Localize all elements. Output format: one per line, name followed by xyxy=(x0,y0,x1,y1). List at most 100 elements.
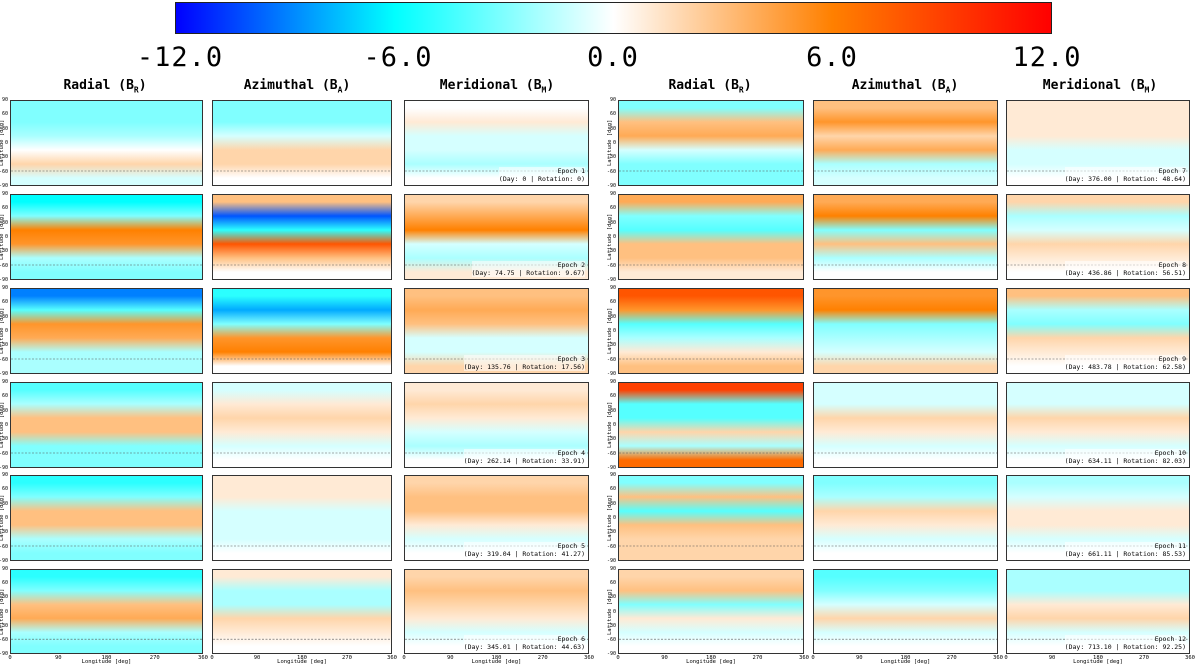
x-tick-label: 270 xyxy=(946,655,957,661)
y-tick-label: -30 xyxy=(606,248,616,255)
heatmap-panel xyxy=(10,569,203,654)
heatmap-svg xyxy=(619,570,803,653)
x-tick-label: 360 xyxy=(799,655,809,661)
column-title-radial: Radial (BR) xyxy=(63,78,147,95)
epoch-name: Epoch 9 xyxy=(1158,355,1186,363)
heatmap-field xyxy=(11,383,202,467)
colorbar-tick-label: -12.0 xyxy=(136,42,224,73)
heatmap-panel: Epoch 1 (Day: 0 | Rotation: 0) xyxy=(404,100,589,186)
y-tick-label: -30 xyxy=(606,622,616,629)
y-tick-label: 90 xyxy=(609,566,616,572)
heatmap-svg xyxy=(814,570,997,653)
epoch-info: (Day: 262.14 | Rotation: 33.91) xyxy=(463,457,585,465)
y-tick-label: 60 xyxy=(1,580,8,587)
x-axis-label: Longitude [deg] xyxy=(686,659,736,665)
y-tick-label: 60 xyxy=(609,299,616,306)
y-tick-label: -60 xyxy=(0,450,8,457)
epoch-info: (Day: 661.11 | Rotation: 85.53) xyxy=(1064,550,1186,558)
heatmap-svg xyxy=(11,383,202,467)
heatmap-field xyxy=(11,570,202,653)
y-axis-label: Latitude [deg] xyxy=(0,213,5,260)
y-tick-label: -60 xyxy=(0,356,8,363)
heatmap-field xyxy=(619,476,803,560)
epoch-label: Epoch 11 (Day: 661.11 | Rotation: 85.53) xyxy=(1064,542,1186,558)
y-tick-label: 0 xyxy=(612,422,616,428)
x-tick-label: 270 xyxy=(1139,655,1149,661)
y-axis-label: Latitude [deg] xyxy=(607,119,613,166)
y-tick-label: -30 xyxy=(0,154,8,161)
y-tick-label: 90 xyxy=(609,285,616,291)
heatmap-field xyxy=(213,383,391,467)
epoch-label: Epoch 3 (Day: 135.76 | Rotation: 17.56) xyxy=(463,355,585,371)
x-tick-label: 180 xyxy=(101,655,112,661)
y-tick-label: -60 xyxy=(0,168,8,175)
epoch-name: Epoch 7 xyxy=(1158,167,1186,175)
heatmap-field xyxy=(213,195,391,279)
y-axis-label: Latitude [deg] xyxy=(0,494,5,541)
y-tick-label: -60 xyxy=(606,636,616,643)
heatmap-field xyxy=(814,101,997,185)
y-tick-label: 0 xyxy=(612,608,616,615)
heatmap-panel: Epoch 4 (Day: 262.14 | Rotation: 33.91) xyxy=(404,382,589,468)
epoch-label: Epoch 5 (Day: 319.04 | Rotation: 41.27) xyxy=(463,542,585,558)
heatmap-svg xyxy=(814,476,997,560)
heatmap-field xyxy=(11,195,202,279)
y-tick-label: 30 xyxy=(1,407,8,414)
heatmap-svg xyxy=(619,383,803,467)
heatmap-svg xyxy=(213,476,391,560)
column-title-meridional: Meridional (BM) xyxy=(1042,78,1158,95)
epoch-name: Epoch 6 xyxy=(557,635,585,643)
heatmap-svg xyxy=(814,289,997,373)
heatmap-svg xyxy=(814,195,997,279)
heatmap-field xyxy=(814,195,997,279)
y-axis-label: Latitude [deg] xyxy=(0,588,5,635)
heatmap-panel: Epoch 10 (Day: 634.11 | Rotation: 82.03) xyxy=(1006,382,1190,468)
column-title-meridional: Meridional (BM) xyxy=(439,78,555,95)
y-tick-label: 30 xyxy=(1,125,8,132)
y-tick-label: 30 xyxy=(609,500,616,507)
x-axis-label: Longitude [deg] xyxy=(471,659,522,665)
y-tick-label: -30 xyxy=(0,622,8,629)
epoch-label: Epoch 4 (Day: 262.14 | Rotation: 33.91) xyxy=(463,449,585,465)
y-tick-label: 90 xyxy=(609,379,616,385)
heatmap-field xyxy=(619,101,803,185)
heatmap-panel xyxy=(618,569,804,654)
heatmap-svg xyxy=(11,101,202,185)
heatmap-panel: Epoch 8 (Day: 436.86 | Rotation: 56.51) xyxy=(1006,194,1190,280)
epoch-name: Epoch 3 xyxy=(557,355,585,363)
heatmap-field xyxy=(814,570,997,653)
y-tick-label: 60 xyxy=(1,393,8,400)
y-tick-label: 60 xyxy=(609,580,616,587)
y-axis-label: Latitude [deg] xyxy=(607,307,613,354)
heatmap-panel xyxy=(618,288,804,374)
epoch-name: Epoch 11 xyxy=(1154,542,1186,550)
y-tick-label: -90 xyxy=(606,465,616,471)
x-tick-label: 90 xyxy=(855,655,863,661)
heatmap-panel: Epoch 2 (Day: 74.75 | Rotation: 9.67) xyxy=(404,194,589,280)
heatmap-field xyxy=(814,289,997,373)
epoch-name: Epoch 10 xyxy=(1154,449,1186,457)
heatmap-field xyxy=(619,289,803,373)
colorbar xyxy=(175,2,1052,34)
heatmap-panel xyxy=(10,288,203,374)
heatmap-field xyxy=(619,383,803,467)
y-tick-label: 60 xyxy=(1,299,8,306)
y-axis-label: Latitude [deg] xyxy=(607,213,613,260)
y-tick-label: 0 xyxy=(4,328,8,334)
heatmap-panel: Epoch 11 (Day: 661.11 | Rotation: 85.53) xyxy=(1006,475,1190,561)
x-tick-label: 0 xyxy=(616,655,620,661)
y-axis-label: Latitude [deg] xyxy=(0,119,5,166)
y-tick-label: -60 xyxy=(0,262,8,269)
y-tick-label: 0 xyxy=(612,140,616,146)
column-title-radial: Radial (BR) xyxy=(668,78,752,95)
heatmap-field xyxy=(213,570,391,653)
heatmap-svg xyxy=(213,195,391,279)
epoch-info: (Day: 376.00 | Rotation: 48.64) xyxy=(1064,175,1186,183)
y-tick-label: -30 xyxy=(606,529,616,536)
y-tick-label: 30 xyxy=(609,594,616,601)
epoch-label: Epoch 9 (Day: 483.78 | Rotation: 62.58) xyxy=(1064,355,1186,371)
y-tick-label: 60 xyxy=(609,486,616,493)
heatmap-field xyxy=(11,289,202,373)
y-tick-label: -90 xyxy=(606,651,616,657)
x-tick-label: 180 xyxy=(1093,655,1103,661)
